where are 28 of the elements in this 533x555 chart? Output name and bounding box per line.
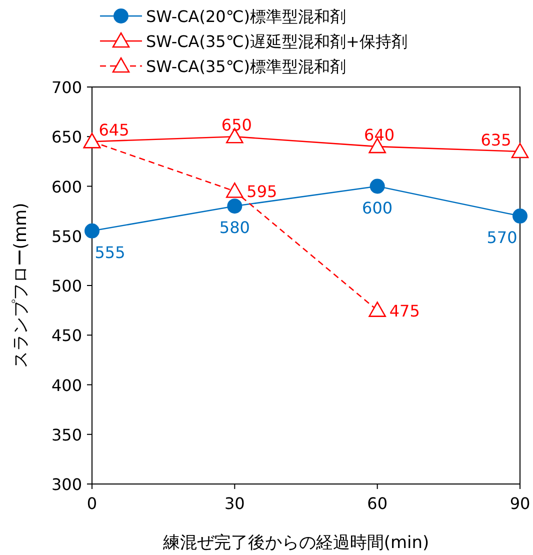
x-tick-label: 0: [86, 494, 98, 513]
x-tick-label: 30: [224, 494, 245, 513]
data-label: 645: [98, 120, 130, 140]
y-tick-label: 350: [51, 425, 82, 444]
data-label: 650: [221, 116, 252, 135]
x-tick-label: 90: [510, 494, 530, 513]
y-tick-label: 500: [51, 276, 82, 296]
data-label: 600: [362, 198, 393, 218]
x-tick-label: 60: [367, 494, 388, 513]
legend-label: SW-CA(35℃)遅延型混和剤+保持剤: [146, 32, 408, 51]
y-tick-label: 700: [51, 78, 82, 97]
y-tick-label: 450: [51, 326, 82, 346]
data-label: 570: [486, 228, 518, 248]
legend-label: SW-CA(20℃)標準型混和剤: [146, 7, 346, 26]
data-label: 475: [389, 301, 420, 320]
data-label: 635: [480, 130, 512, 150]
y-tick-label: 400: [51, 376, 82, 395]
data-label: 595: [246, 182, 278, 202]
y-tick-label: 650: [51, 128, 82, 147]
y-tick-label: 550: [51, 226, 82, 246]
y-tick-label: 300: [51, 475, 82, 494]
y-tick-label: 600: [51, 177, 82, 196]
data-label: 555: [94, 242, 126, 262]
data-label: 640: [364, 126, 395, 145]
x-axis-title: 練混ぜ完了後からの経過時間(min): [162, 533, 430, 553]
data-label: 580: [219, 218, 250, 238]
y-axis-title: スランプフロー(mm): [11, 202, 31, 368]
legend-label: SW-CA(35℃)標準型混和剤: [146, 57, 346, 76]
